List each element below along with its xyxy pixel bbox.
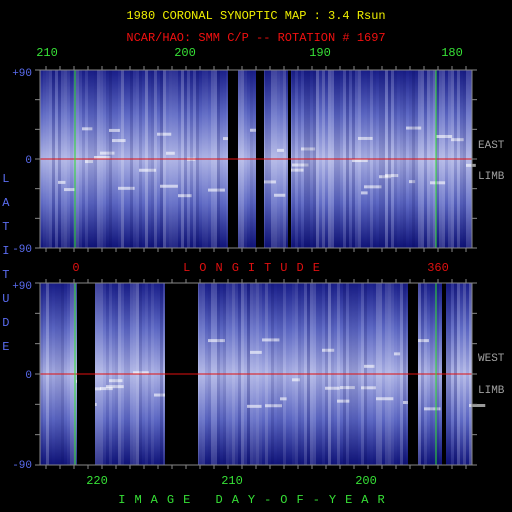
bright-streak [337,399,350,403]
bright-streak [85,160,93,164]
side-label: LIMB [478,171,505,183]
bright-streak [166,151,175,155]
bright-streak [94,155,111,159]
bright-streak [154,393,172,397]
bright-streak [223,137,231,141]
top-panel [35,66,477,252]
bright-streak [364,185,382,189]
bright-streak [466,163,476,167]
x-label: 200 [174,46,196,60]
x-label: 180 [441,46,463,60]
x-label: 210 [36,46,58,60]
bright-streak [112,139,126,143]
bright-streak [385,174,399,178]
longitude-title: LONGITUDE [183,261,329,275]
x-label: 200 [355,474,377,488]
y-label: +90 [12,68,32,80]
bright-streak [277,148,284,152]
subtitle: NCAR/HAO: SMM C/P -- ROTATION # 1697 [126,31,385,45]
bright-streak [409,180,416,184]
bright-streak [394,352,401,356]
bright-streak [262,338,280,342]
bright-streak [358,136,373,140]
frame [39,282,473,466]
bright-streak [322,348,335,352]
bright-streak [157,132,172,136]
bright-streak [406,126,422,130]
bright-streak [100,151,115,155]
bright-streak [274,193,286,197]
x-axis-title: IMAGE DAY-OF-YEAR [118,493,393,507]
bright-streak [301,147,316,151]
bright-streak [100,387,113,391]
bright-streak [118,186,135,190]
bright-streak [289,168,304,172]
title: 1980 CORONAL SYNOPTIC MAP : 3.4 Rsun [126,9,385,23]
side-label: EAST [478,140,505,152]
bright-streak [469,403,486,407]
bright-streak [436,135,453,139]
bright-streak [430,181,446,185]
bright-streak [262,180,276,184]
y-label: 0 [25,370,32,382]
bright-streak [325,386,340,390]
longitude-end: 360 [427,261,449,275]
bright-streak [265,404,283,408]
bright-streak [178,194,192,198]
bright-streak [208,188,225,192]
x-label: 210 [221,474,243,488]
y-axis-title: LATITUDE [0,172,13,364]
bright-streak [139,168,157,172]
bright-streak [424,407,441,411]
side-label: LIMB [478,385,505,397]
bright-streak [361,386,376,390]
bright-streak [376,397,394,401]
y-label: 0 [25,155,32,167]
side-label: WEST [478,353,505,365]
x-label: 220 [86,474,108,488]
x-label: 190 [309,46,331,60]
longitude-start: 0 [72,261,79,275]
bright-streak [364,364,375,368]
bright-streak [352,159,368,163]
y-label: -90 [12,244,32,256]
bright-streak [109,128,120,132]
bright-streak [340,386,355,390]
bright-streak [412,339,429,343]
bright-streak [280,397,287,401]
bottom-panel [35,279,486,469]
bright-streak [250,350,262,354]
bright-streak [64,188,75,192]
bright-streak [247,404,262,408]
bright-streak [250,128,261,132]
bright-streak [109,379,123,383]
bright-streak [106,385,124,389]
y-label: -90 [12,460,32,472]
bright-streak [292,163,309,167]
bright-streak [208,339,225,343]
y-label: +90 [12,281,32,293]
bright-streak [160,184,178,188]
frame [39,69,473,249]
bright-streak [133,371,149,375]
bright-streak [58,180,66,184]
bright-streak [451,138,464,142]
bright-streak [361,191,368,195]
bright-streak [82,127,93,131]
bright-streak [292,378,300,382]
